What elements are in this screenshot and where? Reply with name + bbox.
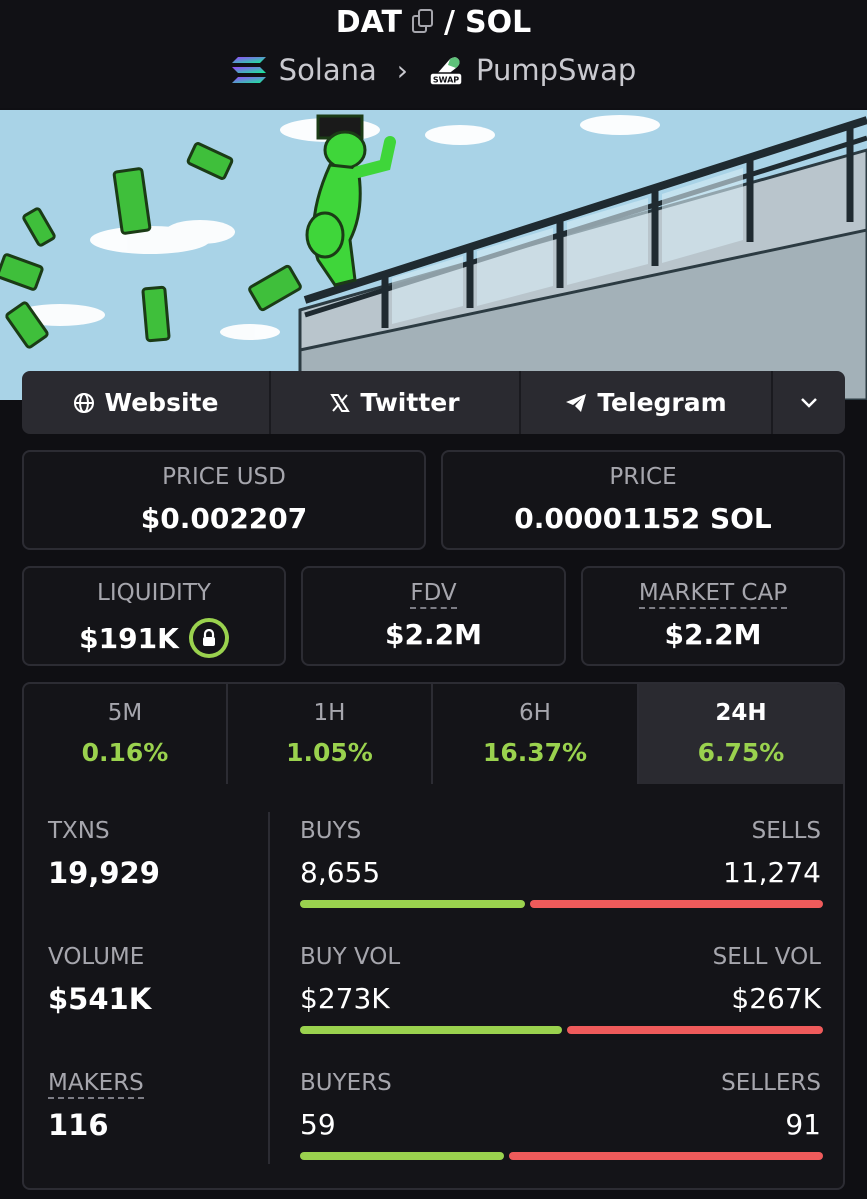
fdv-label[interactable]: FDV (410, 580, 457, 609)
timeframe-tabs: 5M 0.16% 1H 1.05% 6H 16.37% 24H 6.75% (22, 682, 845, 786)
buys-value: 8,655 (300, 856, 381, 889)
chevron-down-icon (801, 397, 817, 408)
buyers-label: BUYERS (300, 1070, 392, 1096)
tab-6h[interactable]: 6H 16.37% (433, 684, 639, 784)
price-change: 1.05% (286, 738, 373, 767)
token-banner-image (0, 110, 867, 400)
volume-label: VOLUME (48, 944, 145, 970)
chevron-right-icon: › (396, 53, 408, 87)
pair-header: DAT / SOL Solana › SWAP PumpSwap (0, 0, 867, 108)
solana-logo-icon (231, 57, 266, 83)
chain-link[interactable]: Solana (278, 53, 377, 87)
pair-separator: / (444, 4, 455, 40)
website-button[interactable]: Website (22, 371, 271, 434)
price-native-label: PRICE (609, 464, 677, 490)
sellers-value: 91 (785, 1108, 821, 1141)
buy-vol-label: BUY VOL (300, 944, 401, 970)
tab-5m[interactable]: 5M 0.16% (24, 684, 228, 784)
globe-icon (73, 392, 94, 413)
swap-badge-text: SWAP (433, 76, 459, 85)
buys-label: BUYS (300, 818, 362, 844)
copy-icon[interactable] (412, 9, 434, 35)
sells-label: SELLS (751, 818, 821, 844)
price-native-card: PRICE 0.00001152 SOL (441, 450, 845, 550)
price-change: 16.37% (482, 738, 588, 767)
tab-1h[interactable]: 1H 1.05% (228, 684, 433, 784)
lock-icon[interactable] (188, 618, 229, 658)
liquidity-card: LIQUIDITY $191K (22, 566, 286, 666)
fdv-value: $2.2M (385, 618, 482, 651)
sell-vol-label: SELL VOL (712, 944, 821, 970)
sells-bar (529, 900, 823, 908)
tab-label: 5M (107, 700, 143, 726)
fdv-card: FDV $2.2M (301, 566, 566, 666)
telegram-label: Telegram (597, 388, 727, 417)
liquidity-value: $191K (79, 621, 179, 655)
txns-label: TXNS (48, 818, 110, 844)
makers-label[interactable]: MAKERS (48, 1070, 144, 1099)
buys-bar (300, 900, 525, 908)
twitter-label: Twitter (360, 388, 460, 417)
txns-value: 19,929 (48, 856, 160, 890)
website-label: Website (104, 388, 219, 417)
more-links-button[interactable] (773, 371, 845, 434)
sellers-label: SELLERS (721, 1070, 821, 1096)
sell-vol-value: $267K (731, 982, 821, 1015)
pumpswap-logo-icon: SWAP (429, 57, 463, 86)
price-change: 0.16% (81, 738, 169, 767)
buyers-value: 59 (300, 1108, 336, 1141)
liquidity-label: LIQUIDITY (97, 580, 211, 606)
market-cap-value: $2.2M (664, 618, 762, 651)
tab-24h[interactable]: 24H 6.75% (639, 684, 843, 784)
market-cap-label[interactable]: MARKET CAP (638, 580, 788, 609)
price-native-value: 0.00001152 SOL (514, 502, 772, 535)
buyers-bar (300, 1152, 504, 1160)
makers-value: 116 (48, 1108, 109, 1142)
twitter-button[interactable]: Twitter (271, 371, 521, 434)
buy-vol-bar (300, 1026, 562, 1034)
price-usd-label: PRICE USD (162, 464, 286, 490)
price-change: 6.75% (697, 738, 785, 767)
telegram-button[interactable]: Telegram (521, 371, 773, 434)
market-cap-card: MARKET CAP $2.2M (581, 566, 845, 666)
price-usd-card: PRICE USD $0.002207 (22, 450, 426, 550)
dex-link[interactable]: PumpSwap (476, 53, 637, 87)
transaction-stats: TXNS 19,929 VOLUME $541K MAKERS 116 BUYS… (22, 784, 845, 1190)
sell-vol-bar (566, 1026, 823, 1034)
sellers-bar (508, 1152, 823, 1160)
volume-value: $541K (48, 982, 152, 1016)
tab-label: 24H (715, 700, 767, 726)
price-usd-value: $0.002207 (140, 502, 308, 535)
quote-token-symbol: SOL (465, 4, 532, 40)
stats-divider (268, 812, 270, 1164)
buy-vol-value: $273K (300, 982, 390, 1015)
sells-value: 11,274 (723, 856, 821, 889)
chain-dex-line: Solana › SWAP PumpSwap (0, 48, 867, 92)
base-token-symbol: DAT (335, 4, 403, 40)
x-logo-icon (330, 393, 351, 412)
tab-label: 1H (313, 700, 346, 726)
telegram-icon (566, 393, 587, 412)
pair-title: DAT / SOL (0, 2, 867, 42)
social-links-bar: Website Twitter Telegram (22, 371, 845, 434)
tab-label: 6H (519, 700, 551, 726)
